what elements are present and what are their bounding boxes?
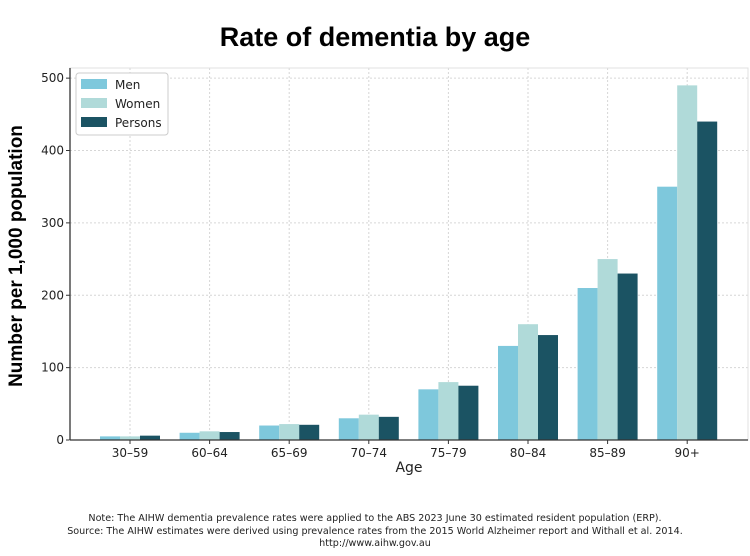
y-tick-label: 500 xyxy=(41,71,64,85)
bar-men-85–89 xyxy=(577,288,598,440)
legend-swatch-women xyxy=(81,98,107,108)
y-tick-label: 200 xyxy=(41,288,64,302)
bar-men-60–64 xyxy=(179,432,200,440)
bar-persons-85–89 xyxy=(617,273,638,440)
legend-swatch-persons xyxy=(81,117,107,127)
note-line: Note: The AIHW dementia prevalence rates… xyxy=(88,513,662,524)
bar-persons-65–69 xyxy=(299,424,320,440)
x-tick-label: 80–84 xyxy=(510,446,547,460)
bar-women-80–84 xyxy=(518,324,538,440)
bar-women-70–74 xyxy=(358,414,379,440)
bar-persons-75–79 xyxy=(458,385,479,440)
legend-swatch-men xyxy=(81,79,107,89)
x-tick-label: 75–79 xyxy=(430,446,467,460)
bar-women-60–64 xyxy=(199,431,220,440)
legend-label-men: Men xyxy=(115,78,140,92)
bar-men-75–79 xyxy=(418,389,439,440)
x-tick-label: 60–64 xyxy=(191,446,228,460)
x-tick-label: 70–74 xyxy=(351,446,388,460)
url-line: http://www.aihw.gov.au xyxy=(319,538,431,549)
plot-frame xyxy=(69,67,749,441)
bar-men-90+ xyxy=(657,186,678,440)
bar-persons-30–59 xyxy=(140,435,160,440)
legend-label-persons: Persons xyxy=(115,116,162,130)
bar-men-80–84 xyxy=(498,345,518,440)
bar-women-90+ xyxy=(677,85,698,440)
chart-title: Rate of dementia by age xyxy=(219,22,531,52)
legend-label-women: Women xyxy=(115,97,160,111)
bar-women-65–69 xyxy=(279,424,300,440)
bar-men-30–59 xyxy=(100,436,120,440)
y-tick-label: 100 xyxy=(41,361,64,375)
y-tick-label: 400 xyxy=(41,144,64,158)
x-axis-label: Age xyxy=(395,460,422,476)
bar-persons-70–74 xyxy=(378,416,399,440)
bar-chart: 0 100 200 300 400 500 30–59 60–64 65–69 70–74 75–7… xyxy=(41,67,749,476)
bar-persons-90+ xyxy=(697,121,718,440)
bar-persons-80–84 xyxy=(538,335,558,440)
x-tick-label: 65–69 xyxy=(271,446,308,460)
y-tick-label: 0 xyxy=(56,433,64,447)
x-tick-label: 90+ xyxy=(675,446,700,460)
bar-women-75–79 xyxy=(438,382,459,440)
bar-men-70–74 xyxy=(338,418,359,440)
bar-women-30–59 xyxy=(120,436,140,440)
y-tick-label: 300 xyxy=(41,216,64,230)
bar-persons-60–64 xyxy=(219,432,240,440)
x-tick-label: 85–89 xyxy=(589,446,626,460)
bar-men-65–69 xyxy=(259,425,280,440)
bar-women-85–89 xyxy=(597,259,618,440)
footnotes: Note: The AIHW dementia prevalence rates… xyxy=(0,513,750,551)
x-tick-label: 30–59 xyxy=(112,446,149,460)
source-line: Source: The AIHW estimates were derived … xyxy=(67,525,683,537)
